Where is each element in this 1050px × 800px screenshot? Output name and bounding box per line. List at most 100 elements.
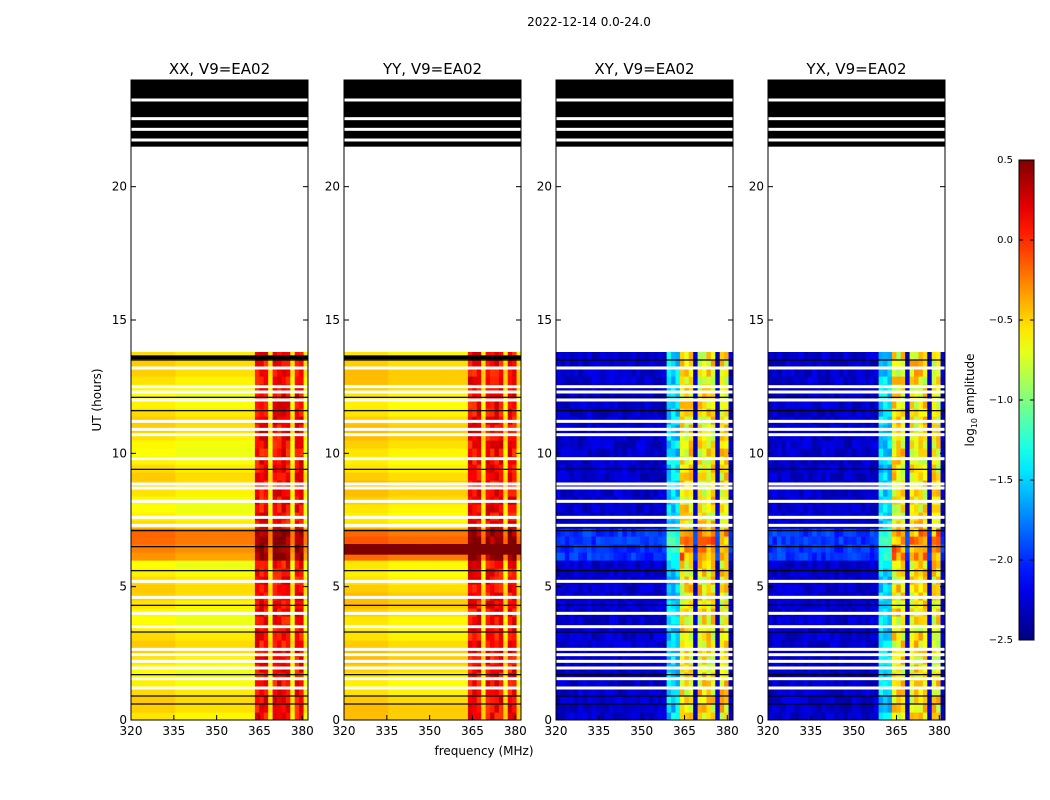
heatmap-cell [379,448,385,457]
heatmap-cell [232,432,238,441]
heatmap-cell [379,440,385,449]
heatmap-cell [281,384,287,393]
heatmap-cell [294,616,300,625]
heatmap-cell [644,544,650,553]
heatmap-cell [419,688,425,697]
heatmap-cell [445,360,451,369]
heatmap-cell [175,584,181,593]
heatmap-cell [285,704,291,713]
heatmap-cell [179,368,185,377]
heatmap-cell [697,552,703,561]
heatmap-cell [450,696,456,705]
heatmap-cell [428,704,434,713]
heatmap-cell [631,704,637,713]
heatmap-cell [281,448,287,457]
heatmap-cell [303,568,308,577]
heatmap-cell [401,632,407,641]
heatmap-cell [702,560,708,569]
heatmap-cell [246,696,252,705]
heatmap-cell [135,648,141,657]
heatmap-cell [719,552,725,561]
heatmap-cell [192,600,198,609]
heatmap-cell [419,560,425,569]
heatmap-cell [693,640,699,649]
heatmap-cell [232,544,238,553]
heatmap-cell [428,528,434,537]
heatmap-cell [666,672,672,681]
heatmap-cell [192,488,198,497]
heatmap-cell [405,584,411,593]
heatmap-cell [153,640,159,649]
heatmap-cell [595,504,601,513]
x-tick-label: 335 [162,724,185,738]
heatmap-cell [693,648,699,657]
heatmap-cell [432,616,438,625]
heatmap-cell [600,632,606,641]
heatmap-cell [374,368,380,377]
heatmap-cell [374,360,380,369]
heatmap-cell [223,504,229,513]
heatmap-cell [609,640,615,649]
heatmap-cell [219,368,225,377]
heatmap-cell [573,680,579,689]
heatmap-cell [175,360,181,369]
heatmap-cell [166,696,172,705]
heatmap-cell [250,712,256,720]
heatmap-cell [201,392,207,401]
heatmap-cell [135,400,141,409]
heatmap-cell [210,472,216,481]
heatmap-cell [166,544,172,553]
heatmap-cell [498,568,504,577]
heatmap-cell [361,640,367,649]
heatmap-cell [135,408,141,417]
heatmap-cell [569,544,575,553]
heatmap-cell [303,408,308,417]
heatmap-cell [285,616,291,625]
heatmap-cell [476,360,482,369]
heatmap-cell [392,712,398,720]
heatmap-cell [476,616,482,625]
heatmap-cell [454,376,460,385]
heatmap-cell [560,640,566,649]
heatmap-cell [370,392,376,401]
heatmap-cell [436,432,442,441]
heatmap-cell [679,688,685,697]
heatmap-cell [294,704,300,713]
heatmap-cell [710,560,716,569]
heatmap-cell [472,360,478,369]
heatmap-cell [223,432,229,441]
heatmap-cell [586,504,592,513]
heatmap-cell [184,456,190,465]
heatmap-cell [459,392,465,401]
heatmap-cell [206,600,212,609]
heatmap-cell [675,616,681,625]
heatmap-cell [578,504,584,513]
heatmap-cell [397,568,403,577]
heatmap-cell [582,696,588,705]
heatmap-cell [617,528,623,537]
heatmap-cell [613,560,619,569]
heatmap-cell [254,648,260,657]
flagged-gap [344,653,521,657]
heatmap-cell [423,672,429,681]
heatmap-cell [428,368,434,377]
heatmap-cell [410,616,416,625]
heatmap-cell [450,640,456,649]
heatmap-cell [192,568,198,577]
heatmap-cell [392,584,398,593]
heatmap-cell [644,712,650,720]
heatmap-cell [476,560,482,569]
heatmap-cell [666,712,672,720]
heatmap-cell [472,368,478,377]
heatmap-cell [498,384,504,393]
heatmap-cell [662,528,668,537]
heatmap-cell [459,616,465,625]
heatmap-cell [410,384,416,393]
heatmap-cell [653,552,659,561]
heatmap-cell [135,528,141,537]
heatmap-cell [490,552,496,561]
heatmap-cell [428,648,434,657]
heatmap-cell [573,616,579,625]
heatmap-cell [586,488,592,497]
heatmap-cell [591,504,597,513]
